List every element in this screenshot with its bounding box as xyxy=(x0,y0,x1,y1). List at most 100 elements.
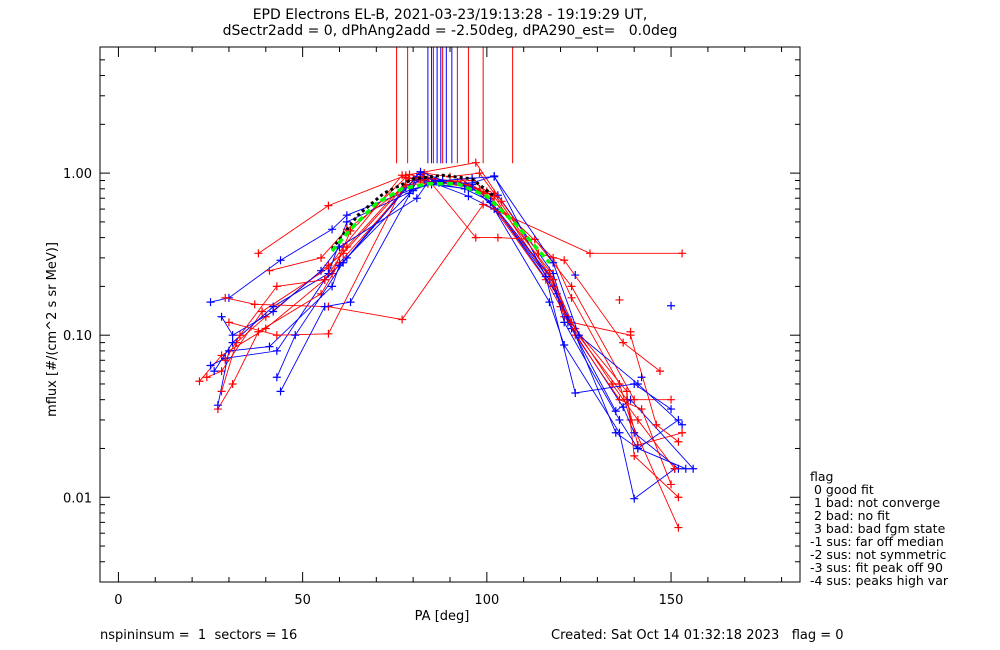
blue-series-line xyxy=(213,180,679,450)
blue-point xyxy=(342,217,351,226)
blue-point xyxy=(681,464,690,473)
fit-curves xyxy=(330,173,551,264)
red-point xyxy=(401,171,410,180)
red-point xyxy=(674,523,683,532)
legend-item: -3 sus: fit peak off 90 xyxy=(810,560,943,575)
chart-title-line1: EPD Electrons EL-B, 2021-03-23/19:13:28 … xyxy=(252,7,648,23)
red-point xyxy=(195,377,204,386)
blue-point xyxy=(328,225,337,234)
red-point xyxy=(272,331,281,340)
red-point xyxy=(678,249,687,258)
blue-point xyxy=(412,194,421,203)
y-tick-label: 0.01 xyxy=(63,491,92,506)
red-series-line xyxy=(258,162,661,372)
red-point xyxy=(586,249,594,258)
blue-point xyxy=(637,373,646,382)
blue-point xyxy=(633,444,642,453)
red-point xyxy=(342,243,351,252)
red-point xyxy=(258,307,267,316)
footer-created-info: Created: Sat Oct 14 01:32:18 2023 flag =… xyxy=(551,628,844,643)
blue-point xyxy=(571,271,580,280)
red-point xyxy=(250,300,259,309)
plot-border xyxy=(99,46,801,583)
red-series-line xyxy=(225,203,683,320)
blue-point xyxy=(269,307,278,316)
red-point xyxy=(560,256,569,265)
blue-point xyxy=(541,272,550,281)
data-series xyxy=(195,158,698,532)
blue-point xyxy=(464,192,473,201)
blue-point xyxy=(328,282,337,291)
red-point xyxy=(471,158,480,167)
blue-point xyxy=(571,388,580,397)
blue-point xyxy=(549,258,558,267)
red-point xyxy=(656,367,664,376)
plot-frame xyxy=(99,46,801,583)
y-axis-label: mflux [#/(cm^2 s sr MeV)] xyxy=(45,242,60,417)
vertical-marker-lines xyxy=(396,47,514,164)
blue-point xyxy=(630,494,639,503)
blue-series-line xyxy=(210,177,694,470)
x-axis-label: PA [deg] xyxy=(415,609,470,624)
red-point xyxy=(221,293,230,302)
red-point xyxy=(608,379,617,388)
red-point xyxy=(674,437,683,446)
red-point xyxy=(630,451,639,460)
blue-point xyxy=(335,243,344,252)
red-point xyxy=(317,253,326,262)
red-point xyxy=(324,201,333,210)
blue-point xyxy=(276,387,285,396)
x-tick-label: 100 xyxy=(474,593,499,608)
red-point xyxy=(652,420,661,429)
blue-point xyxy=(574,331,583,340)
axis-ticks: 0 50 100 150 0.01 0.10 1.00 PA [deg] mflux [#/(c… xyxy=(45,46,800,624)
blue-point xyxy=(689,464,698,473)
blue-point xyxy=(339,258,348,267)
red-series-line xyxy=(217,178,672,485)
blue-point xyxy=(674,415,683,424)
red-point xyxy=(265,266,274,275)
red-point xyxy=(567,282,576,291)
red-point xyxy=(626,327,635,336)
red-point xyxy=(633,415,642,424)
blue-point xyxy=(490,172,499,181)
legend-item: -4 sus: peaks high var xyxy=(810,573,949,588)
blue-point xyxy=(272,346,281,355)
red-point xyxy=(398,315,407,324)
blue-point xyxy=(320,302,329,311)
red-point xyxy=(615,295,624,304)
red-point xyxy=(405,170,414,179)
red-point xyxy=(217,367,226,376)
chart-title-line2: dSectr2add = 0, dPhAng2add = -2.50deg, d… xyxy=(222,23,678,39)
legend-item: 1 bad: not converge xyxy=(810,495,941,510)
blue-point xyxy=(346,298,355,307)
red-point xyxy=(261,312,270,321)
blue-point xyxy=(213,401,222,410)
blue-point xyxy=(206,361,215,370)
x-tick-label: 150 xyxy=(659,593,684,608)
red-series-line xyxy=(228,174,672,401)
blue-point xyxy=(416,167,425,176)
legend-item: -2 sus: not symmetric xyxy=(810,547,947,562)
red-point xyxy=(217,387,226,396)
blue-point xyxy=(265,342,274,351)
legend-title: flag xyxy=(810,469,834,484)
x-tick-label: 50 xyxy=(294,593,311,608)
green-fit-curve xyxy=(330,181,551,264)
legend-item: 2 bad: no fit xyxy=(810,508,890,523)
blue-point xyxy=(633,379,642,388)
red-point xyxy=(254,249,263,258)
red-point xyxy=(619,338,628,347)
red-series-line xyxy=(199,176,679,528)
red-point xyxy=(674,493,683,502)
x-tick-label: 0 xyxy=(114,593,122,608)
red-point xyxy=(475,169,484,178)
legend-item: 3 bad: bad fgm state xyxy=(810,521,946,536)
red-point xyxy=(479,200,488,209)
red-point xyxy=(324,329,333,338)
blue-series-line xyxy=(210,184,679,470)
red-point xyxy=(667,480,676,489)
blue-point xyxy=(317,266,326,275)
y-tick-label: 1.00 xyxy=(63,167,92,182)
